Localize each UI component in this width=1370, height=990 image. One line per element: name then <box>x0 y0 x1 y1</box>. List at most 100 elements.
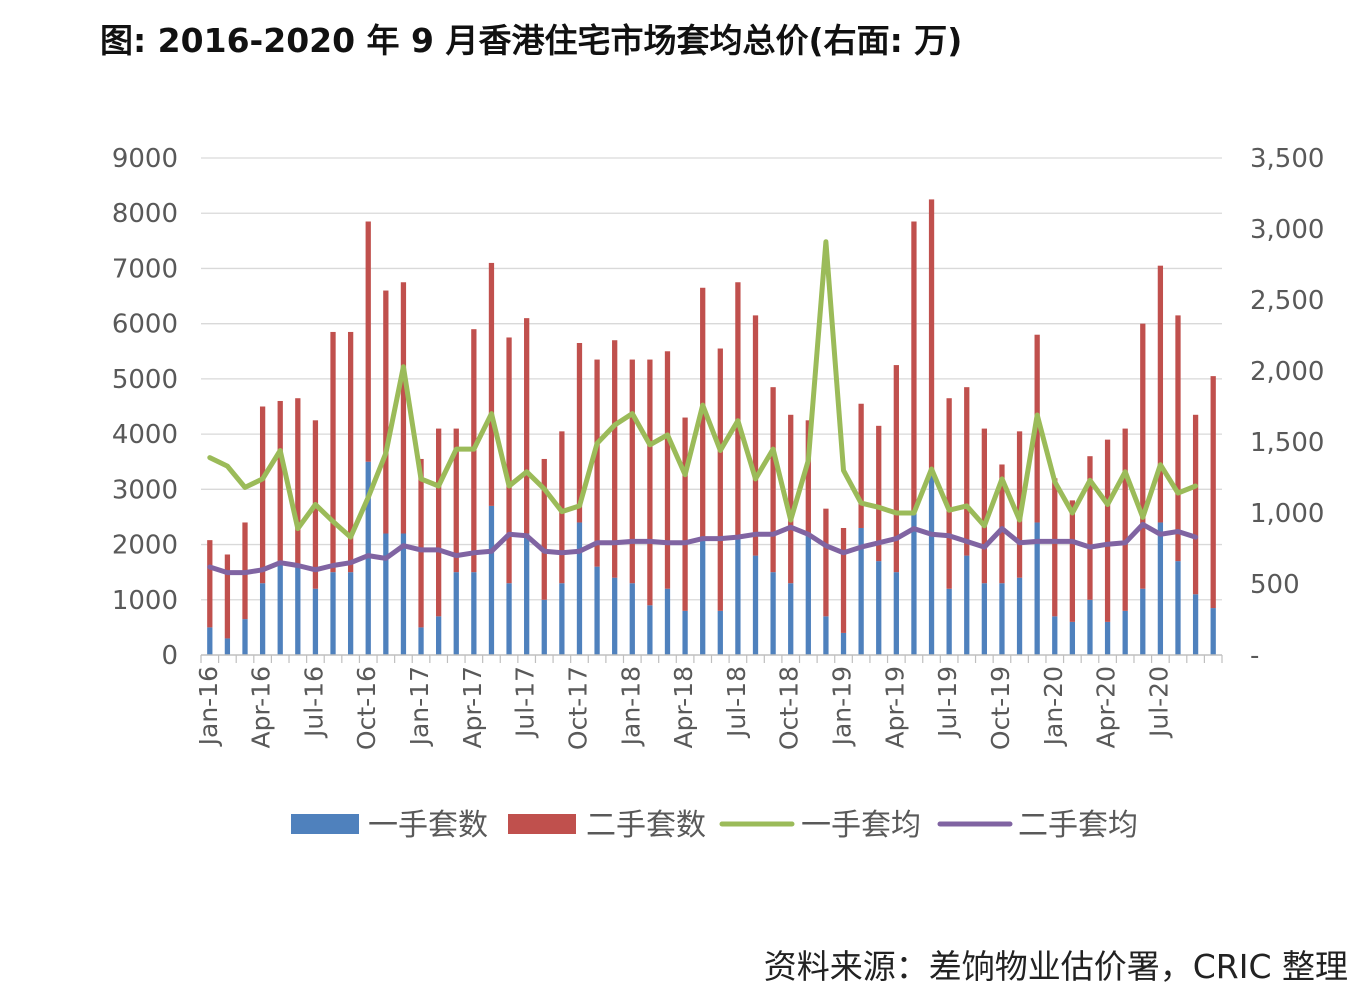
x-tick-label: Jul-19 <box>933 666 962 739</box>
bar-new-units <box>981 583 987 655</box>
bar-secondhand-units <box>1140 323 1146 589</box>
x-tick-label: Jan-17 <box>405 666 434 747</box>
bar-new-units <box>259 583 266 655</box>
source-note: 资料来源：差饷物业估价署，CRIC 整理 <box>763 947 1348 986</box>
bar-new-units <box>735 539 741 655</box>
bar-secondhand-units <box>207 540 213 628</box>
bar-new-units <box>471 572 477 655</box>
y-right-tick-label: 3,000 <box>1250 215 1324 245</box>
bar-secondhand-units <box>400 282 407 534</box>
bar-new-units <box>629 583 635 655</box>
line-new-avg-price <box>207 239 1199 540</box>
x-tick-label: Apr-17 <box>458 666 487 748</box>
bar-new-units <box>647 605 653 655</box>
bar-secondhand-units <box>418 458 424 628</box>
line-secondhand-avg-price <box>207 521 1199 576</box>
bar-secondhand-units <box>788 414 794 584</box>
bar-new-units <box>242 619 248 655</box>
bar-secondhand-units <box>1157 265 1164 523</box>
bar-secondhand-units <box>383 290 389 534</box>
bar-secondhand-units <box>752 315 759 556</box>
bar-secondhand-units <box>858 403 864 528</box>
y-left-tick-label: 2000 <box>112 531 178 561</box>
bar-secondhand-units <box>1122 428 1128 611</box>
bar-new-units <box>999 583 1005 655</box>
bar-new-units <box>1210 608 1216 655</box>
bar-new-units <box>400 533 407 655</box>
x-tick-label: Oct-17 <box>563 666 592 750</box>
bar-new-units <box>1140 588 1146 655</box>
y-left-tick-label: 9000 <box>112 144 178 174</box>
x-tick-label: Apr-16 <box>247 666 276 748</box>
bar-new-units <box>1104 621 1111 655</box>
bar-secondhand-units <box>453 428 459 573</box>
bar-new-units <box>594 566 600 655</box>
bar-secondhand-units <box>1192 414 1199 595</box>
bar-new-units <box>436 616 442 655</box>
bar-secondhand-units <box>911 221 917 512</box>
bar-new-units <box>330 572 336 655</box>
bar-new-units <box>700 539 706 655</box>
x-tick-label: Jul-17 <box>511 666 540 739</box>
bar-new-units <box>823 616 829 655</box>
bar-new-units <box>876 561 882 655</box>
bar-new-units <box>717 610 723 655</box>
bar-new-units <box>1087 599 1093 655</box>
y-right-tick-label: 1,500 <box>1250 428 1324 458</box>
bar-new-units <box>682 610 688 655</box>
bar-secondhand-units <box>893 365 899 573</box>
bar-secondhand-units <box>330 331 336 573</box>
bar-new-units <box>1192 594 1199 655</box>
bar-secondhand-units <box>735 282 741 540</box>
bar-new-units <box>576 522 583 655</box>
bar-new-units <box>1052 616 1058 655</box>
x-tick-label: Apr-18 <box>669 666 698 748</box>
y-right-tick-label: 2,500 <box>1250 286 1324 316</box>
bar-new-units <box>805 533 811 655</box>
bar-secondhand-units <box>1104 439 1111 622</box>
bar-new-units <box>559 583 565 655</box>
bar-new-units <box>488 505 495 655</box>
bar-new-units <box>788 583 794 655</box>
y-left-tick-label: 6000 <box>112 310 178 340</box>
bar-secondhand-units <box>541 458 547 600</box>
bar-secondhand-units <box>594 359 600 567</box>
bar-new-units <box>295 566 301 655</box>
bar-new-units <box>1157 522 1164 655</box>
bar-new-units <box>541 599 547 655</box>
x-tick-label: Jan-16 <box>194 666 223 747</box>
bar-new-units <box>893 572 899 655</box>
bar-secondhand-units <box>436 428 442 617</box>
bar-secondhand-units <box>964 387 970 556</box>
x-tick-label: Oct-16 <box>352 666 381 750</box>
bar-new-units <box>312 588 319 655</box>
bar-new-units <box>858 527 864 655</box>
bar-secondhand-units <box>946 398 952 589</box>
x-tick-label: Apr-19 <box>880 666 909 748</box>
x-tick-label: Oct-19 <box>986 666 1015 750</box>
y-right-tick-label: 2,000 <box>1250 357 1324 387</box>
bar-secondhand-units <box>770 387 776 573</box>
y-left-tick-label: 4000 <box>112 420 178 450</box>
bar-secondhand-units <box>259 406 266 584</box>
bar-secondhand-units <box>1052 478 1058 617</box>
chart-title: 图: 2016-2020 年 9 月香港住宅市场套均总价(右面: 万) <box>100 21 963 60</box>
bar-secondhand-units <box>1069 500 1076 622</box>
bar-secondhand-units <box>506 337 512 584</box>
bar-new-units <box>207 627 213 655</box>
x-tick-label: Jan-19 <box>828 666 857 747</box>
bar-secondhand-units <box>717 348 723 611</box>
bar-new-units <box>928 472 935 655</box>
y-right-tick-label: 3,500 <box>1250 144 1324 174</box>
y-left-tick-label: 8000 <box>112 199 178 229</box>
legend-label: 二手套均 <box>1018 808 1138 843</box>
bar-secondhand-units <box>1016 431 1023 578</box>
y-left-tick-label: 5000 <box>112 365 178 395</box>
bar-new-units <box>770 572 776 655</box>
bar-secondhand-units <box>823 508 829 617</box>
bar-new-units <box>1069 621 1076 655</box>
bar-secondhand-units <box>1210 376 1216 609</box>
legend-swatch <box>291 814 359 834</box>
bar-new-units <box>506 583 512 655</box>
